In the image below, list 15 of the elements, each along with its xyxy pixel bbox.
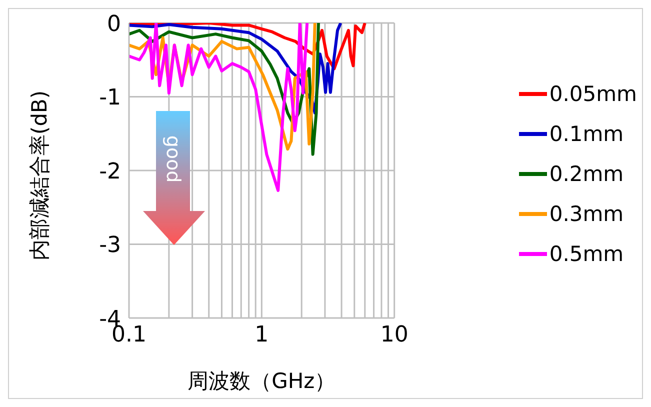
y-tick-label: -2 <box>99 159 121 184</box>
legend-label: 0.5mm <box>549 240 624 268</box>
legend-label: 0.05mm <box>549 80 637 108</box>
legend-label: 0.1mm <box>549 120 624 148</box>
x-tick-label: 1 <box>254 322 269 348</box>
x-axis-title: 周波数（GHz） <box>188 369 336 393</box>
y-axis-title: 内部減結合率(dB) <box>27 90 52 260</box>
x-tick-label: 10 <box>380 322 408 348</box>
legend-label: 0.2mm <box>549 160 624 188</box>
y-tick-label: -3 <box>99 233 121 258</box>
y-tick-label: -1 <box>99 86 121 111</box>
down-arrow-icon: good <box>143 111 205 245</box>
annotation: good <box>162 135 184 183</box>
y-tick-label: 0 <box>107 12 121 37</box>
legend-label: 0.3mm <box>549 200 624 228</box>
